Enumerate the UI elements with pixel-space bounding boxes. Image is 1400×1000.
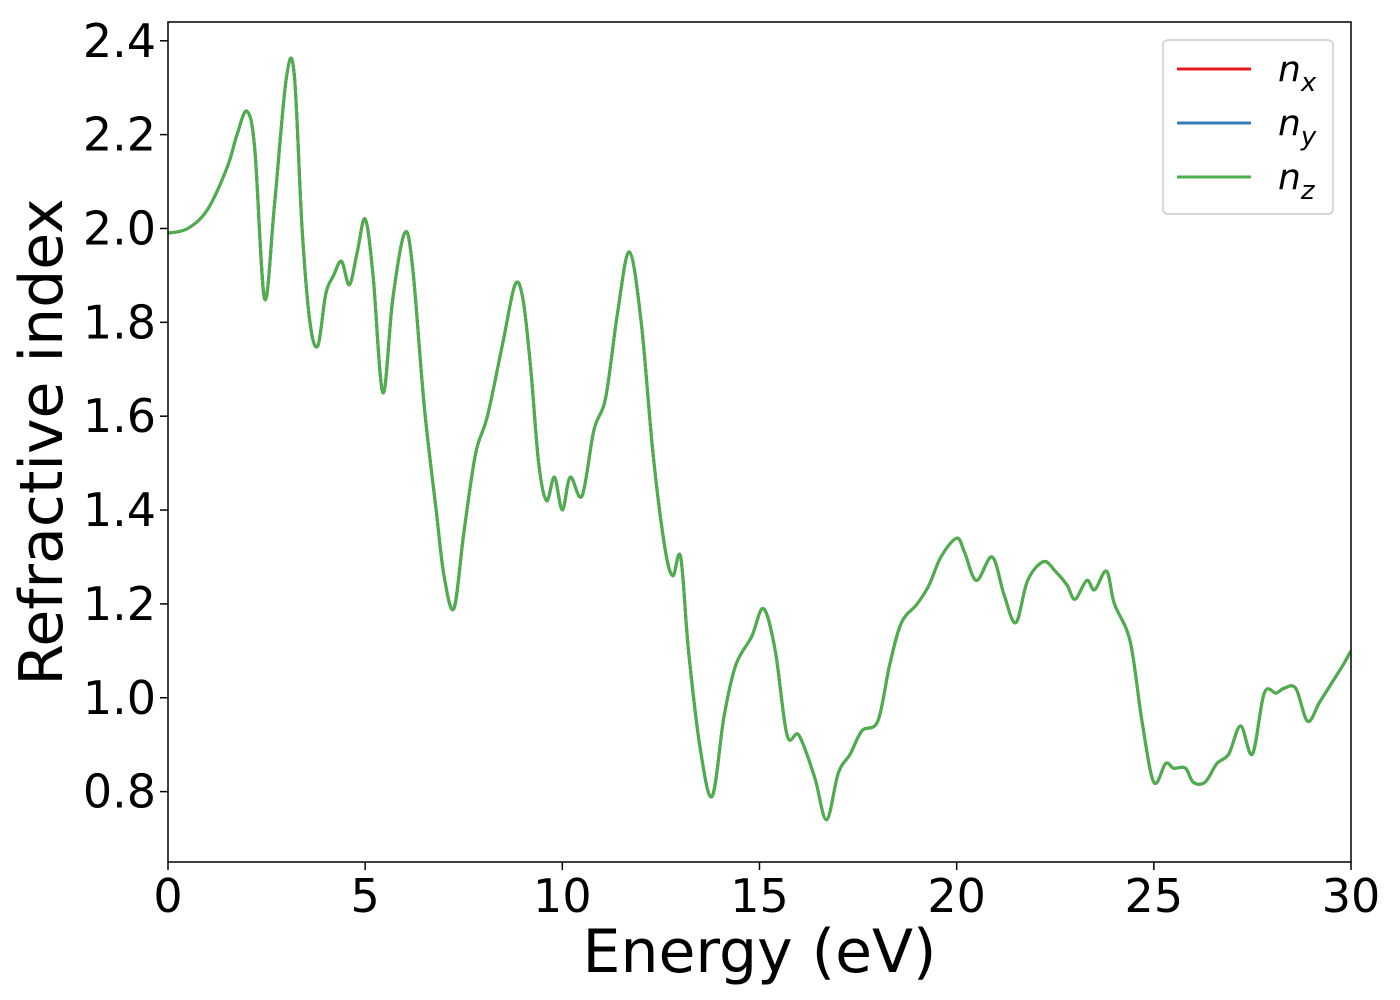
y-tick-label: 2.0 [83, 201, 156, 255]
y-tick-label: 0.8 [83, 765, 156, 819]
legend-label-base: n [1278, 103, 1301, 144]
legend-label-subscript: z [1300, 176, 1316, 206]
series-layer [168, 56, 1351, 822]
legend-label-subscript: y [1300, 122, 1317, 152]
legend-label-ny: ny [1278, 103, 1317, 152]
x-tick-label: 10 [533, 869, 592, 923]
y-tick-label: 2.4 [83, 14, 156, 68]
y-axis-title: Refractive index [7, 198, 77, 685]
y-tick-label: 1.2 [83, 577, 156, 631]
legend-label-subscript: x [1300, 68, 1317, 98]
legend-frame [1162, 39, 1334, 215]
y-axis-ticks: 0.8 1.0 1.2 1.4 1.6 1.8 2.0 2.2 2.4 [83, 14, 168, 819]
x-axis-title: Energy (eV) [583, 917, 937, 987]
y-tick-label: 1.4 [83, 483, 156, 537]
legend-label-base: n [1278, 157, 1301, 198]
legend-label-nz: nz [1278, 157, 1316, 206]
x-tick-label: 15 [730, 869, 789, 923]
x-tick-label: 30 [1322, 869, 1381, 923]
y-tick-label: 1.8 [83, 295, 156, 349]
legend-label-base: n [1278, 49, 1301, 90]
x-tick-label: 25 [1125, 869, 1184, 923]
x-tick-label: 20 [927, 869, 986, 923]
y-tick-label: 2.2 [83, 108, 156, 162]
y-tick-label: 1.0 [83, 671, 156, 725]
legend-label-nx: nx [1278, 49, 1317, 98]
series-line-nz [168, 56, 1351, 822]
x-tick-label: 5 [351, 869, 380, 923]
y-tick-label: 1.6 [83, 389, 156, 443]
x-tick-label: 0 [153, 869, 182, 923]
plot-background [168, 22, 1351, 862]
x-axis-ticks: 0 5 10 15 20 25 30 [153, 862, 1380, 923]
